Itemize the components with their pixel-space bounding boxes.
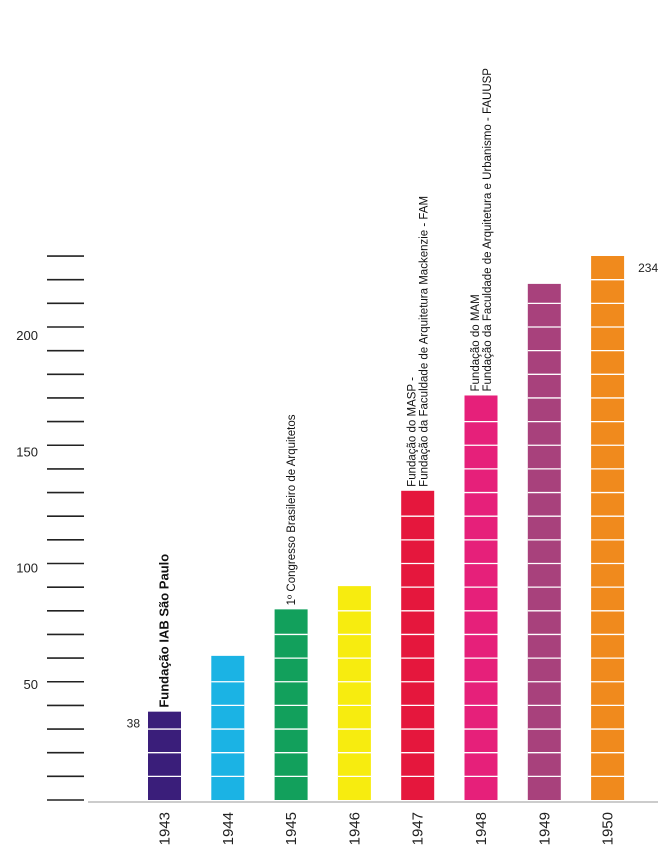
bar (464, 395, 498, 800)
bar-1947 (401, 490, 435, 800)
bar (148, 711, 181, 800)
y-tick-label: 200 (16, 328, 38, 343)
bar (337, 586, 371, 800)
annotation-text: Fundação do MASP - (407, 377, 419, 487)
y-axis-ruler (47, 255, 84, 801)
bar (401, 490, 435, 800)
x-tick-label: 1950 (600, 812, 617, 845)
y-tick-label: 50 (24, 677, 38, 692)
y-tick-labels: 50 100 150 200 (16, 328, 38, 692)
bar-1944 (211, 655, 245, 800)
x-tick-label: 1947 (410, 812, 427, 845)
bar-1943 (148, 711, 181, 800)
bar-1945 (274, 609, 308, 800)
annotations: Fundação IAB São Paulo 1º Congresso Brasi… (157, 68, 495, 708)
y-tick-label: 100 (16, 561, 38, 576)
x-tick-label: 1945 (283, 812, 300, 845)
bar-1950 (591, 256, 625, 800)
bar (274, 609, 308, 800)
annotation-text: Fundação IAB São Paulo (157, 554, 172, 708)
bar (211, 655, 245, 800)
x-tick-labels: 1943 1944 1945 1946 1947 1948 1949 1950 (157, 812, 617, 845)
y-tick-label: 150 (16, 444, 38, 459)
x-tick-label: 1943 (157, 812, 174, 845)
annotation-text: 1º Congresso Brasileiro de Arquitetos (286, 414, 298, 605)
x-tick-label: 1946 (346, 812, 363, 845)
x-tick-label: 1944 (220, 812, 237, 845)
x-tick-label: 1949 (536, 812, 553, 845)
bar-1946 (337, 586, 371, 800)
annotation-text: Fundação da Faculdade de Arquitetura e U… (482, 68, 494, 392)
data-label: 234 (638, 261, 658, 275)
data-labels: 38 234 (127, 261, 659, 731)
data-label: 38 (127, 717, 141, 731)
bar-1949 (527, 283, 561, 800)
bar (591, 256, 625, 800)
annotation-text: Fundação da Faculdade de Arquitetura Mac… (419, 196, 431, 487)
annotation-text: Fundação do MAM (470, 294, 482, 391)
x-tick-label: 1948 (473, 812, 490, 845)
bar (527, 283, 561, 800)
bars (148, 256, 625, 800)
bar-1948 (464, 395, 498, 800)
